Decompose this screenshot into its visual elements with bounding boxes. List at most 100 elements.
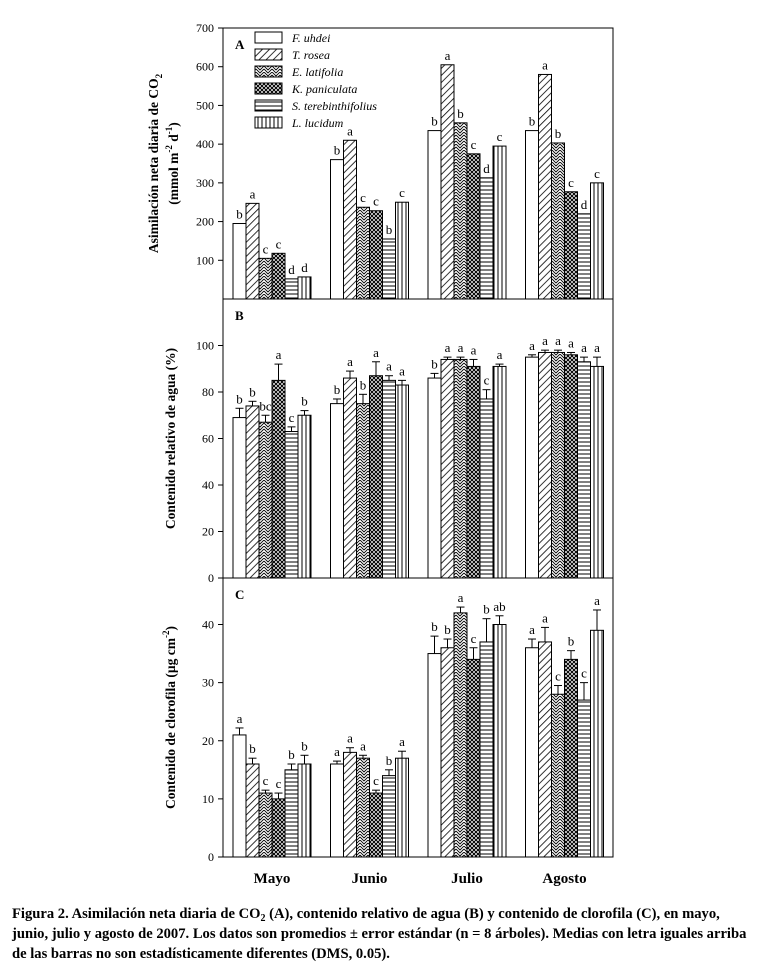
panel-c-letter-label: a xyxy=(360,738,366,753)
panel-a-letter-label: c xyxy=(497,129,503,144)
panel-a-letter-label: d xyxy=(483,161,490,176)
panel-b-bar xyxy=(395,384,409,579)
panel-b-letter: B xyxy=(235,308,244,323)
panel-b-letter-label: a xyxy=(445,340,451,355)
panel-a-letter-label: a xyxy=(347,123,353,138)
panel-b-letter-label: b xyxy=(236,391,243,406)
panel-b-letter-label: a xyxy=(386,359,392,374)
panel-c-ylabel: Contenido de clorofila (µg cm-2) xyxy=(161,626,178,809)
panel-c-letter-label: ab xyxy=(493,599,505,614)
panel-b-bar xyxy=(453,358,468,579)
panel-c-ytick-label: 20 xyxy=(202,734,214,748)
panel-a-bar xyxy=(356,206,370,300)
panel-c-letter-label: c xyxy=(263,773,269,788)
panel-a-letter-label: c xyxy=(360,190,366,205)
legend-label: T. rosea xyxy=(292,48,330,62)
panel-a-ytick-label: 100 xyxy=(196,253,214,267)
panel-c-letter-label: c xyxy=(276,776,282,791)
panel-b-letter-label: a xyxy=(581,340,587,355)
legend-label: F. uhdei xyxy=(291,31,330,45)
panel-c-bar xyxy=(356,757,370,858)
panel-c-bar xyxy=(492,624,507,858)
x-category-label: Agosto xyxy=(542,871,586,887)
panel-c-letter-label: b xyxy=(444,622,451,637)
panel-a-letter-label: c xyxy=(471,137,477,152)
panel-b-bar xyxy=(525,356,539,579)
panel-a-bar xyxy=(551,142,565,300)
panel-a-letter-label: b xyxy=(555,126,562,141)
panel-a-bar xyxy=(492,145,507,300)
panel-a-letter-label: c xyxy=(276,236,282,251)
panel-b-bar xyxy=(330,403,344,579)
panel-c-bar xyxy=(551,693,565,858)
panel-b-bar xyxy=(343,377,357,579)
panel-a-letter: A xyxy=(235,37,245,52)
panel-c-bar xyxy=(564,658,578,858)
panel-c-bar xyxy=(271,798,286,858)
panel-c-letter-label: a xyxy=(334,744,340,759)
panel-b-ylabel: Contenido relativo de agua (%) xyxy=(163,348,178,529)
panel-b-bar xyxy=(551,351,565,579)
x-category-label: Mayo xyxy=(254,871,291,887)
panel-b-letter-label: bc xyxy=(259,398,272,413)
panel-b-bar xyxy=(271,379,286,579)
panel-b-bar xyxy=(382,379,396,579)
x-axis-category-labels: Mayo Junio Julio Agosto xyxy=(254,871,587,887)
panel-b-letter-label: a xyxy=(347,354,353,369)
panel-c-letter-label: a xyxy=(458,590,464,605)
panel-a-letter-label: c xyxy=(399,185,405,200)
panel-b-letter-label: c xyxy=(289,410,295,425)
legend-swatch xyxy=(254,82,283,95)
panel-b-ytick-label: 20 xyxy=(202,525,214,539)
panel-a-letter-label: c xyxy=(263,241,269,256)
panel-c-bar xyxy=(382,775,396,858)
panel-a-bar xyxy=(369,210,383,300)
panel-c-bar xyxy=(284,769,299,858)
panel-c-letter-label: b xyxy=(568,634,575,649)
panel-a-bar xyxy=(343,139,357,300)
panel-b-ytick-label: 100 xyxy=(196,339,214,353)
panel-b-letter-label: b xyxy=(431,356,438,371)
panel-b-bar xyxy=(284,431,299,579)
panel-b-bar xyxy=(577,361,591,579)
panel-b-bar xyxy=(369,375,383,579)
panel-a-ytick-label: 400 xyxy=(196,137,214,151)
panel-b-ytick-label: 80 xyxy=(202,385,214,399)
legend-swatch xyxy=(254,31,283,44)
panel-b-letter-label: b xyxy=(249,384,256,399)
panel-a-bar xyxy=(538,73,552,300)
panel-c-letter-label: c xyxy=(471,631,477,646)
panel-b-bar xyxy=(564,354,578,579)
panel-a-bar xyxy=(382,238,396,300)
panel-c-letter-label: a xyxy=(529,622,535,637)
panel-b-bar xyxy=(538,351,552,579)
panel-c-letter-label: a xyxy=(594,593,600,608)
panel-a-ytick-label: 600 xyxy=(196,60,214,74)
panel-b-bar xyxy=(427,377,442,579)
panel-a-letter-label: b xyxy=(431,114,438,129)
legend-swatch xyxy=(254,48,283,61)
panel-a-bar xyxy=(590,182,604,300)
panel-a-bar xyxy=(479,177,494,300)
panel-b-letter-label: b xyxy=(301,394,308,409)
panel-c-bar xyxy=(479,641,494,858)
panel-c-letter-label: b xyxy=(301,738,308,753)
panel-a-bar xyxy=(577,213,591,300)
panel-a-bar xyxy=(564,191,578,300)
panel-c-letter-label: b xyxy=(386,753,393,768)
panel-a-bar xyxy=(395,201,409,300)
panel-c-ytick-label: 0 xyxy=(208,850,214,864)
legend-label: E. latifolia xyxy=(291,65,343,79)
panel-c-bar xyxy=(453,612,468,858)
figure-caption: Figura 2. Asimilación neta diaria de CO2… xyxy=(12,904,757,964)
panel-b-ytick-label: 40 xyxy=(202,478,214,492)
panel-a-bar xyxy=(427,130,442,300)
panel-a-letter-label: d xyxy=(581,197,588,212)
panel-a-letter-label: c xyxy=(373,194,379,209)
panel-a-bar xyxy=(284,278,299,300)
panel-c-letter-label: a xyxy=(347,731,353,746)
